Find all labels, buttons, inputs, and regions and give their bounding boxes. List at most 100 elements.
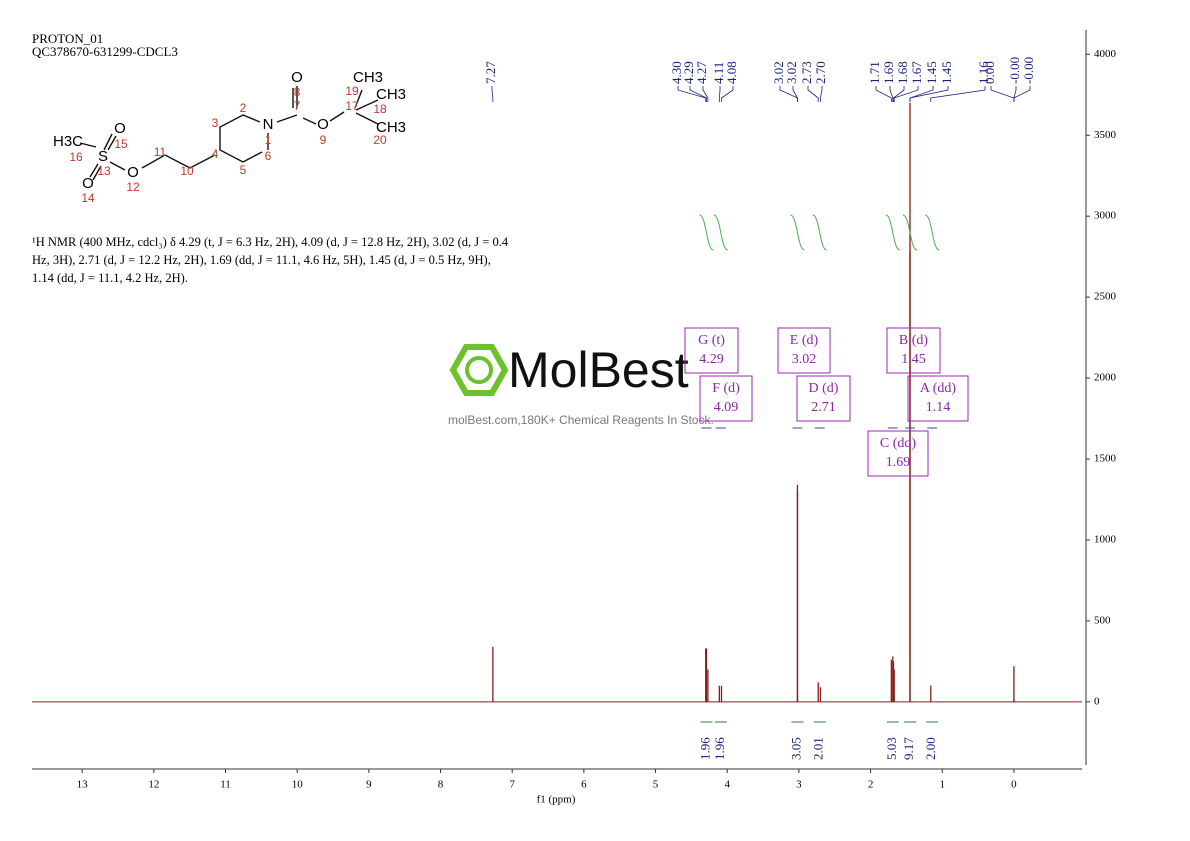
peak-label: 2.70	[813, 61, 828, 84]
peak-label: 4.29	[681, 61, 696, 84]
logo	[449, 344, 509, 396]
integral-label: 1.96	[712, 737, 727, 760]
multiplet-shift: 3.02	[792, 352, 817, 367]
x-tick-label: 7	[509, 779, 515, 791]
peak-label: 1.45	[924, 61, 939, 84]
x-axis-label: f1 (ppm)	[537, 794, 576, 806]
peak-label: 7.27	[483, 61, 498, 84]
peak-connector	[889, 86, 894, 102]
atom-label: O	[82, 175, 94, 192]
integral-curve	[812, 214, 827, 251]
peak-connector	[491, 86, 494, 102]
multiplet-box	[777, 327, 831, 374]
integral-label: 9.17	[901, 737, 916, 760]
multiplet-box	[867, 430, 929, 477]
multiplet-label: B (d)	[899, 333, 929, 348]
peak-label: 4.27	[694, 61, 709, 84]
multiplet-box	[886, 327, 941, 374]
x-tick-label: 9	[366, 779, 372, 791]
peak-connector	[893, 86, 905, 102]
locant: 1	[265, 133, 272, 147]
peak-label: 1.71	[867, 61, 882, 84]
y-tick-label: 2500	[1094, 291, 1117, 303]
multiplet-shift: 2.71	[811, 400, 836, 415]
peak-connector	[702, 86, 709, 102]
locant: 16	[69, 150, 83, 164]
x-tick-label: 8	[438, 779, 444, 791]
atom-label: CH3	[376, 86, 406, 103]
y-tick-label: 3000	[1094, 210, 1117, 222]
multiplet-shift: 1.69	[886, 455, 911, 470]
locant: 7	[294, 99, 301, 113]
integral-curve	[885, 214, 901, 251]
x-tick-label: 5	[653, 779, 659, 791]
header-line: PROTON_01	[32, 31, 103, 46]
locant: 20	[373, 133, 387, 147]
atom-label: S	[98, 148, 108, 165]
locant: 6	[265, 149, 272, 163]
integral-label: 5.03	[884, 737, 899, 760]
multiplet-shift: 1.14	[926, 400, 951, 415]
multiplet-label: A (dd)	[920, 381, 957, 396]
locant: 13	[97, 164, 111, 178]
nmr-description: Hz, 3H), 2.71 (d, J = 12.2 Hz, 2H), 1.69…	[32, 253, 491, 267]
peak-label: 1.45	[939, 61, 954, 84]
peak-connector	[875, 86, 892, 102]
integral-curve	[902, 214, 918, 251]
peak-label: 2.73	[799, 61, 814, 84]
multiplet-shift: 1.45	[901, 352, 926, 367]
locant: 9	[320, 133, 327, 147]
multiplet-label: G (t)	[698, 333, 725, 348]
y-tick-label: 2000	[1094, 372, 1117, 384]
locant: 8	[294, 85, 301, 99]
peak-label: 3.02	[771, 61, 786, 84]
x-tick-label: 6	[581, 779, 587, 791]
atom-label: O	[317, 116, 329, 133]
multiplet-box	[796, 375, 851, 422]
peak-label: 1.16	[976, 61, 991, 84]
multiplet-box	[684, 327, 739, 374]
x-tick-label: 12	[148, 779, 159, 791]
peak-label: 4.11	[711, 62, 726, 84]
multiplet-shift: 4.09	[714, 400, 739, 415]
y-tick-label: 1500	[1094, 453, 1117, 465]
x-tick-label: 13	[77, 779, 89, 791]
peak-label: 1.68	[895, 61, 910, 84]
peak-connector	[893, 86, 919, 102]
atom-label: O	[291, 69, 303, 86]
x-tick-label: 2	[868, 779, 874, 791]
y-tick-label: 3500	[1094, 129, 1117, 141]
multiplet-label: F (d)	[712, 381, 740, 396]
locant: 12	[126, 180, 140, 194]
header-line: QC378670-631299-CDCL3	[32, 44, 178, 59]
peak-label: -0.00	[1007, 57, 1022, 84]
locant: 4	[212, 147, 219, 161]
peak-connector	[689, 86, 707, 102]
locant: 18	[373, 102, 387, 116]
peak-label: -0.00	[1021, 57, 1036, 84]
peak-connector	[990, 86, 1015, 102]
peak-connector	[718, 86, 721, 102]
peak-connector	[792, 86, 798, 102]
y-tick-label: 4000	[1094, 48, 1117, 60]
peak-label: 0.00	[982, 61, 997, 84]
multiplet-box	[699, 375, 753, 422]
multiplet-label: D (d)	[809, 381, 839, 396]
nmr-description: 1.14 (dd, J = 11.1, 4.2 Hz, 2H).	[32, 271, 188, 285]
locant: 5	[240, 163, 247, 177]
tagline: molBest.com,180K+ Chemical Reagents In S…	[448, 413, 714, 427]
integral-curve	[790, 214, 805, 251]
x-tick-label: 0	[1011, 779, 1017, 791]
integral-label: 2.00	[923, 737, 938, 760]
peak-connector	[807, 86, 819, 102]
peak-connector	[930, 86, 986, 102]
nmr-description: ¹H NMR (400 MHz, cdcl₃) δ 4.29 (t, J = 6…	[32, 235, 509, 249]
locant: 2	[240, 101, 247, 115]
peak-label: 4.30	[669, 61, 684, 84]
multiplet-label: C (dd)	[880, 436, 917, 451]
integral-curve	[713, 214, 729, 251]
x-tick-label: 11	[220, 779, 231, 791]
multiplet-box	[907, 375, 969, 422]
atom-label: O	[127, 164, 139, 181]
peak-connector	[721, 86, 734, 102]
